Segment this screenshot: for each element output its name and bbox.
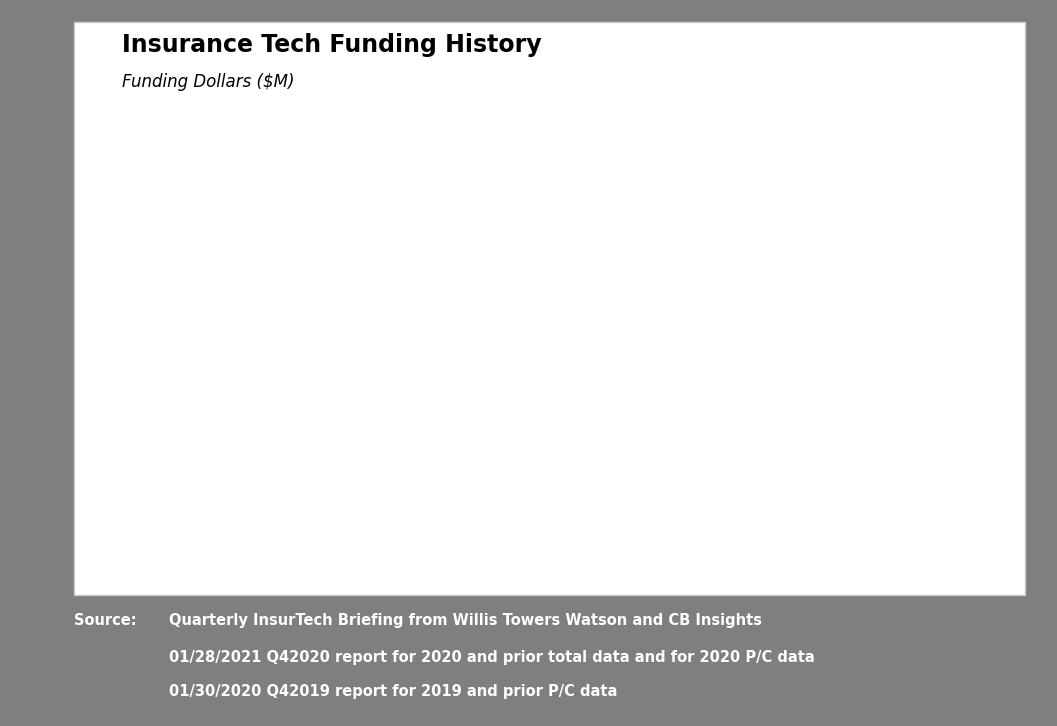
Text: 129: 129 xyxy=(286,491,313,505)
Text: 3,519: 3,519 xyxy=(803,343,843,357)
Text: 2,163: 2,163 xyxy=(701,402,740,416)
Text: 01/28/2021 Q42020 report for 2020 and prior total data and for 2020 P/C data: 01/28/2021 Q42020 report for 2020 and pr… xyxy=(169,650,815,665)
Text: Funding Dollars ($M): Funding Dollars ($M) xyxy=(122,73,294,91)
Text: 1,102: 1,102 xyxy=(671,448,710,462)
Text: 1,741: 1,741 xyxy=(576,423,620,437)
Text: 347: 347 xyxy=(192,484,221,498)
Text: 869: 869 xyxy=(384,461,413,475)
Text: 1,415: 1,415 xyxy=(426,468,466,482)
Text: 4,712: 4,712 xyxy=(893,291,932,305)
Text: Source:: Source: xyxy=(74,613,136,629)
Text: 01/30/2020 Q42019 report for 2019 and prior P/C data: 01/30/2020 Q42019 report for 2019 and pr… xyxy=(169,684,617,699)
Text: 2,275: 2,275 xyxy=(672,400,717,414)
Text: Quarterly InsurTech Briefing from Willis Towers Watson and CB Insights: Quarterly InsurTech Briefing from Willis… xyxy=(169,613,762,629)
Text: 4,166: 4,166 xyxy=(768,317,813,332)
Text: 741: 741 xyxy=(575,464,601,478)
Text: 88: 88 xyxy=(190,492,208,506)
Text: Insurance Tech Funding History: Insurance Tech Funding History xyxy=(122,33,541,57)
Text: 6,348: 6,348 xyxy=(793,222,836,237)
Legend: P/C Insurance ($M), Total Insurance ($M): P/C Insurance ($M), Total Insurance ($M) xyxy=(341,571,800,598)
Text: 233: 233 xyxy=(383,486,409,500)
Text: 7,108: 7,108 xyxy=(961,189,1005,203)
Text: 2,721: 2,721 xyxy=(480,380,524,394)
Text: 275: 275 xyxy=(289,487,317,501)
